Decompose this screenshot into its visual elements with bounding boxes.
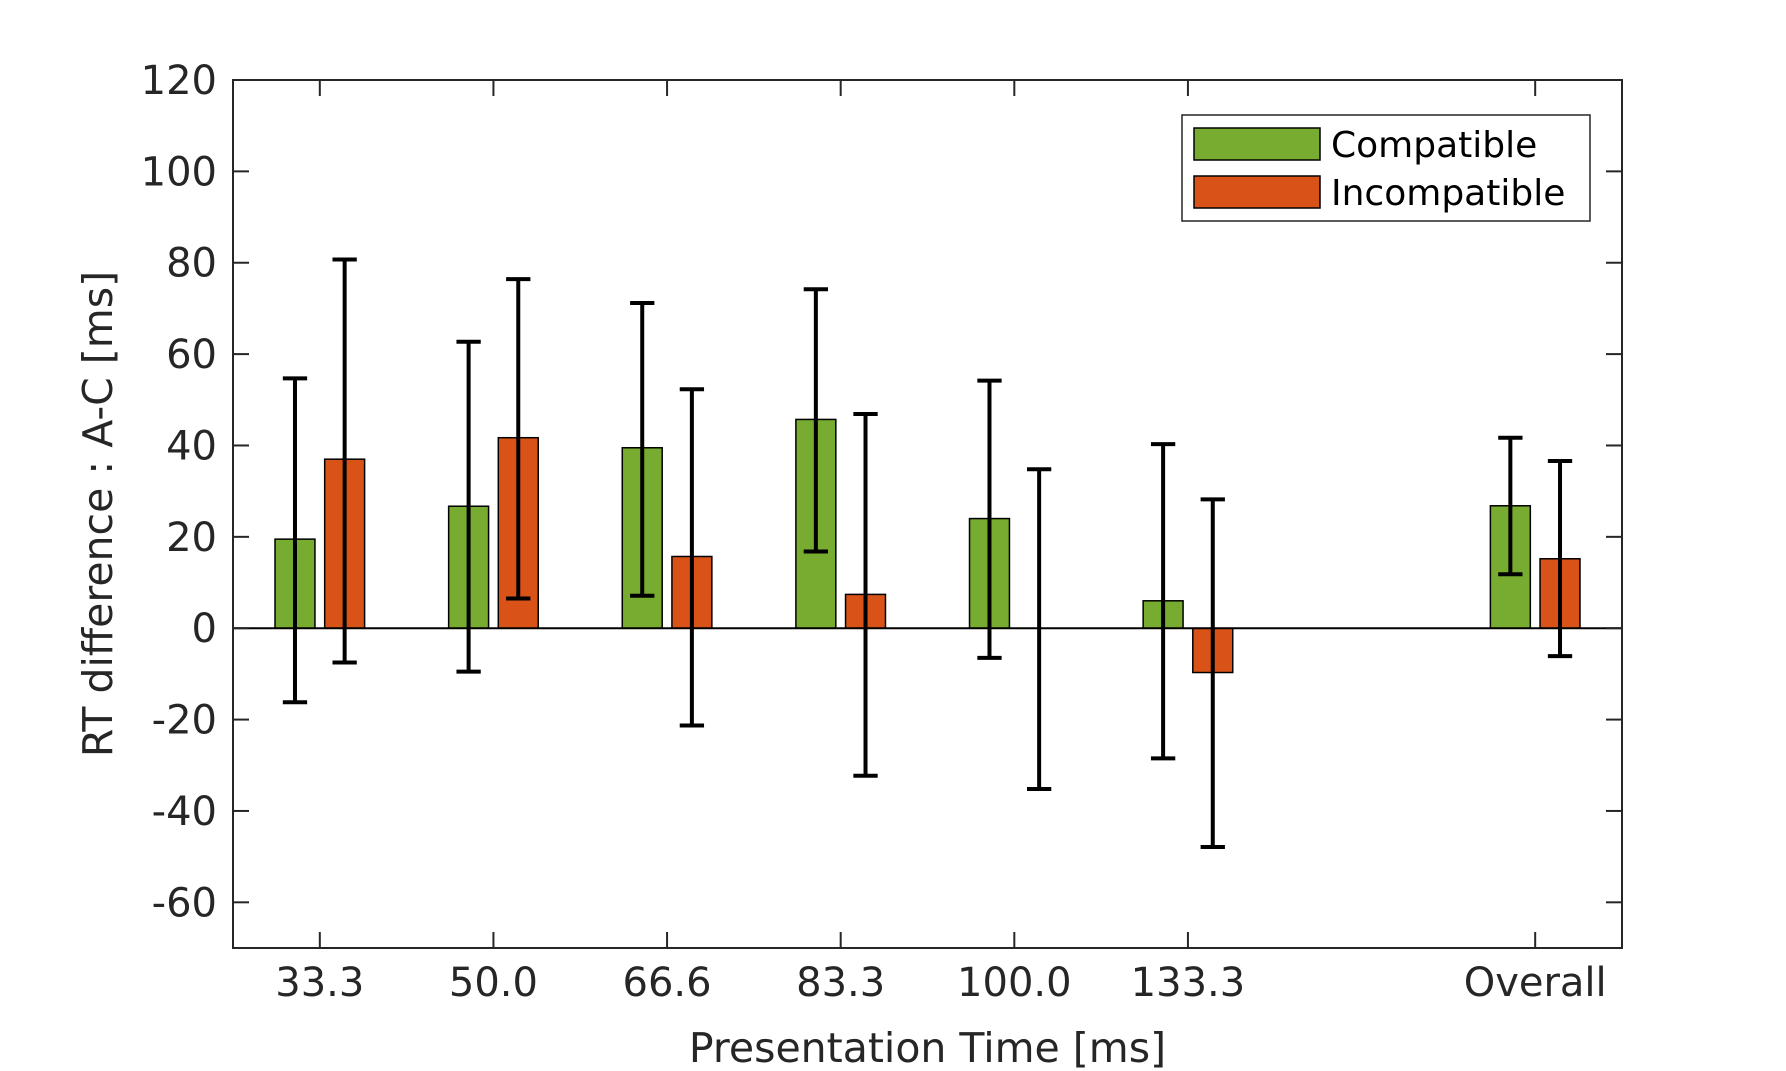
legend-label-incompatible: Incompatible <box>1331 173 1565 214</box>
error-bar-incompatible-66-6 <box>679 387 705 728</box>
bars-layer <box>274 418 1581 674</box>
error-bars-layer <box>282 257 1573 850</box>
y-tick-label: 0 <box>192 606 217 652</box>
x-tick-label: 100.0 <box>957 960 1072 1006</box>
x-tick-label: 83.3 <box>796 960 885 1006</box>
error-bar-incompatible-83-3 <box>853 411 878 778</box>
x-tick-label: Overall <box>1464 960 1607 1006</box>
legend: Compatible Incompatible <box>1181 114 1591 222</box>
error-bar-incompatible-50-0 <box>506 277 531 601</box>
error-bar-compatible-133-3 <box>1150 442 1176 761</box>
x-tick-label: 50.0 <box>449 960 538 1006</box>
y-axis-ticks: -60 -40 -20 0 20 40 60 80 100 120 <box>141 58 1622 926</box>
x-tick-label: 33.3 <box>275 960 364 1006</box>
y-tick-label: 100 <box>141 149 217 195</box>
x-axis-ticks: 33.3 50.0 66.6 83.3 100.0 133.3 Overall <box>275 80 1607 1006</box>
error-bar-compatible-33-3 <box>282 376 308 705</box>
x-tick-label: 133.3 <box>1131 960 1246 1006</box>
error-bar-incompatible-overall <box>1547 459 1573 659</box>
error-bar-incompatible-33-3 <box>332 257 357 665</box>
y-tick-label: 40 <box>166 423 217 469</box>
y-tick-label: 20 <box>166 515 217 561</box>
y-tick-label: -60 <box>152 880 217 926</box>
error-bar-compatible-50-0 <box>456 339 481 674</box>
y-tick-label: 80 <box>166 241 217 287</box>
y-tick-label: -20 <box>152 698 217 744</box>
error-bar-compatible-overall <box>1498 435 1523 577</box>
error-bar-compatible-66-6 <box>630 300 655 598</box>
x-axis-label: Presentation Time [ms] <box>689 1024 1166 1071</box>
error-bar-compatible-83-3 <box>803 287 829 554</box>
y-tick-label: 120 <box>141 58 217 104</box>
legend-label-compatible: Compatible <box>1331 125 1537 166</box>
y-axis-label: RT difference : A-C [ms] <box>74 271 122 757</box>
axes-frame <box>232 79 1623 949</box>
error-bar-incompatible-133-3 <box>1200 497 1225 850</box>
error-bar-compatible-100-0 <box>977 378 1002 660</box>
x-tick-label: 66.6 <box>623 960 712 1006</box>
y-tick-label: 60 <box>166 332 217 378</box>
y-tick-label: -40 <box>152 789 217 835</box>
legend-swatch-compatible <box>1193 127 1321 161</box>
legend-swatch-incompatible <box>1193 175 1321 209</box>
